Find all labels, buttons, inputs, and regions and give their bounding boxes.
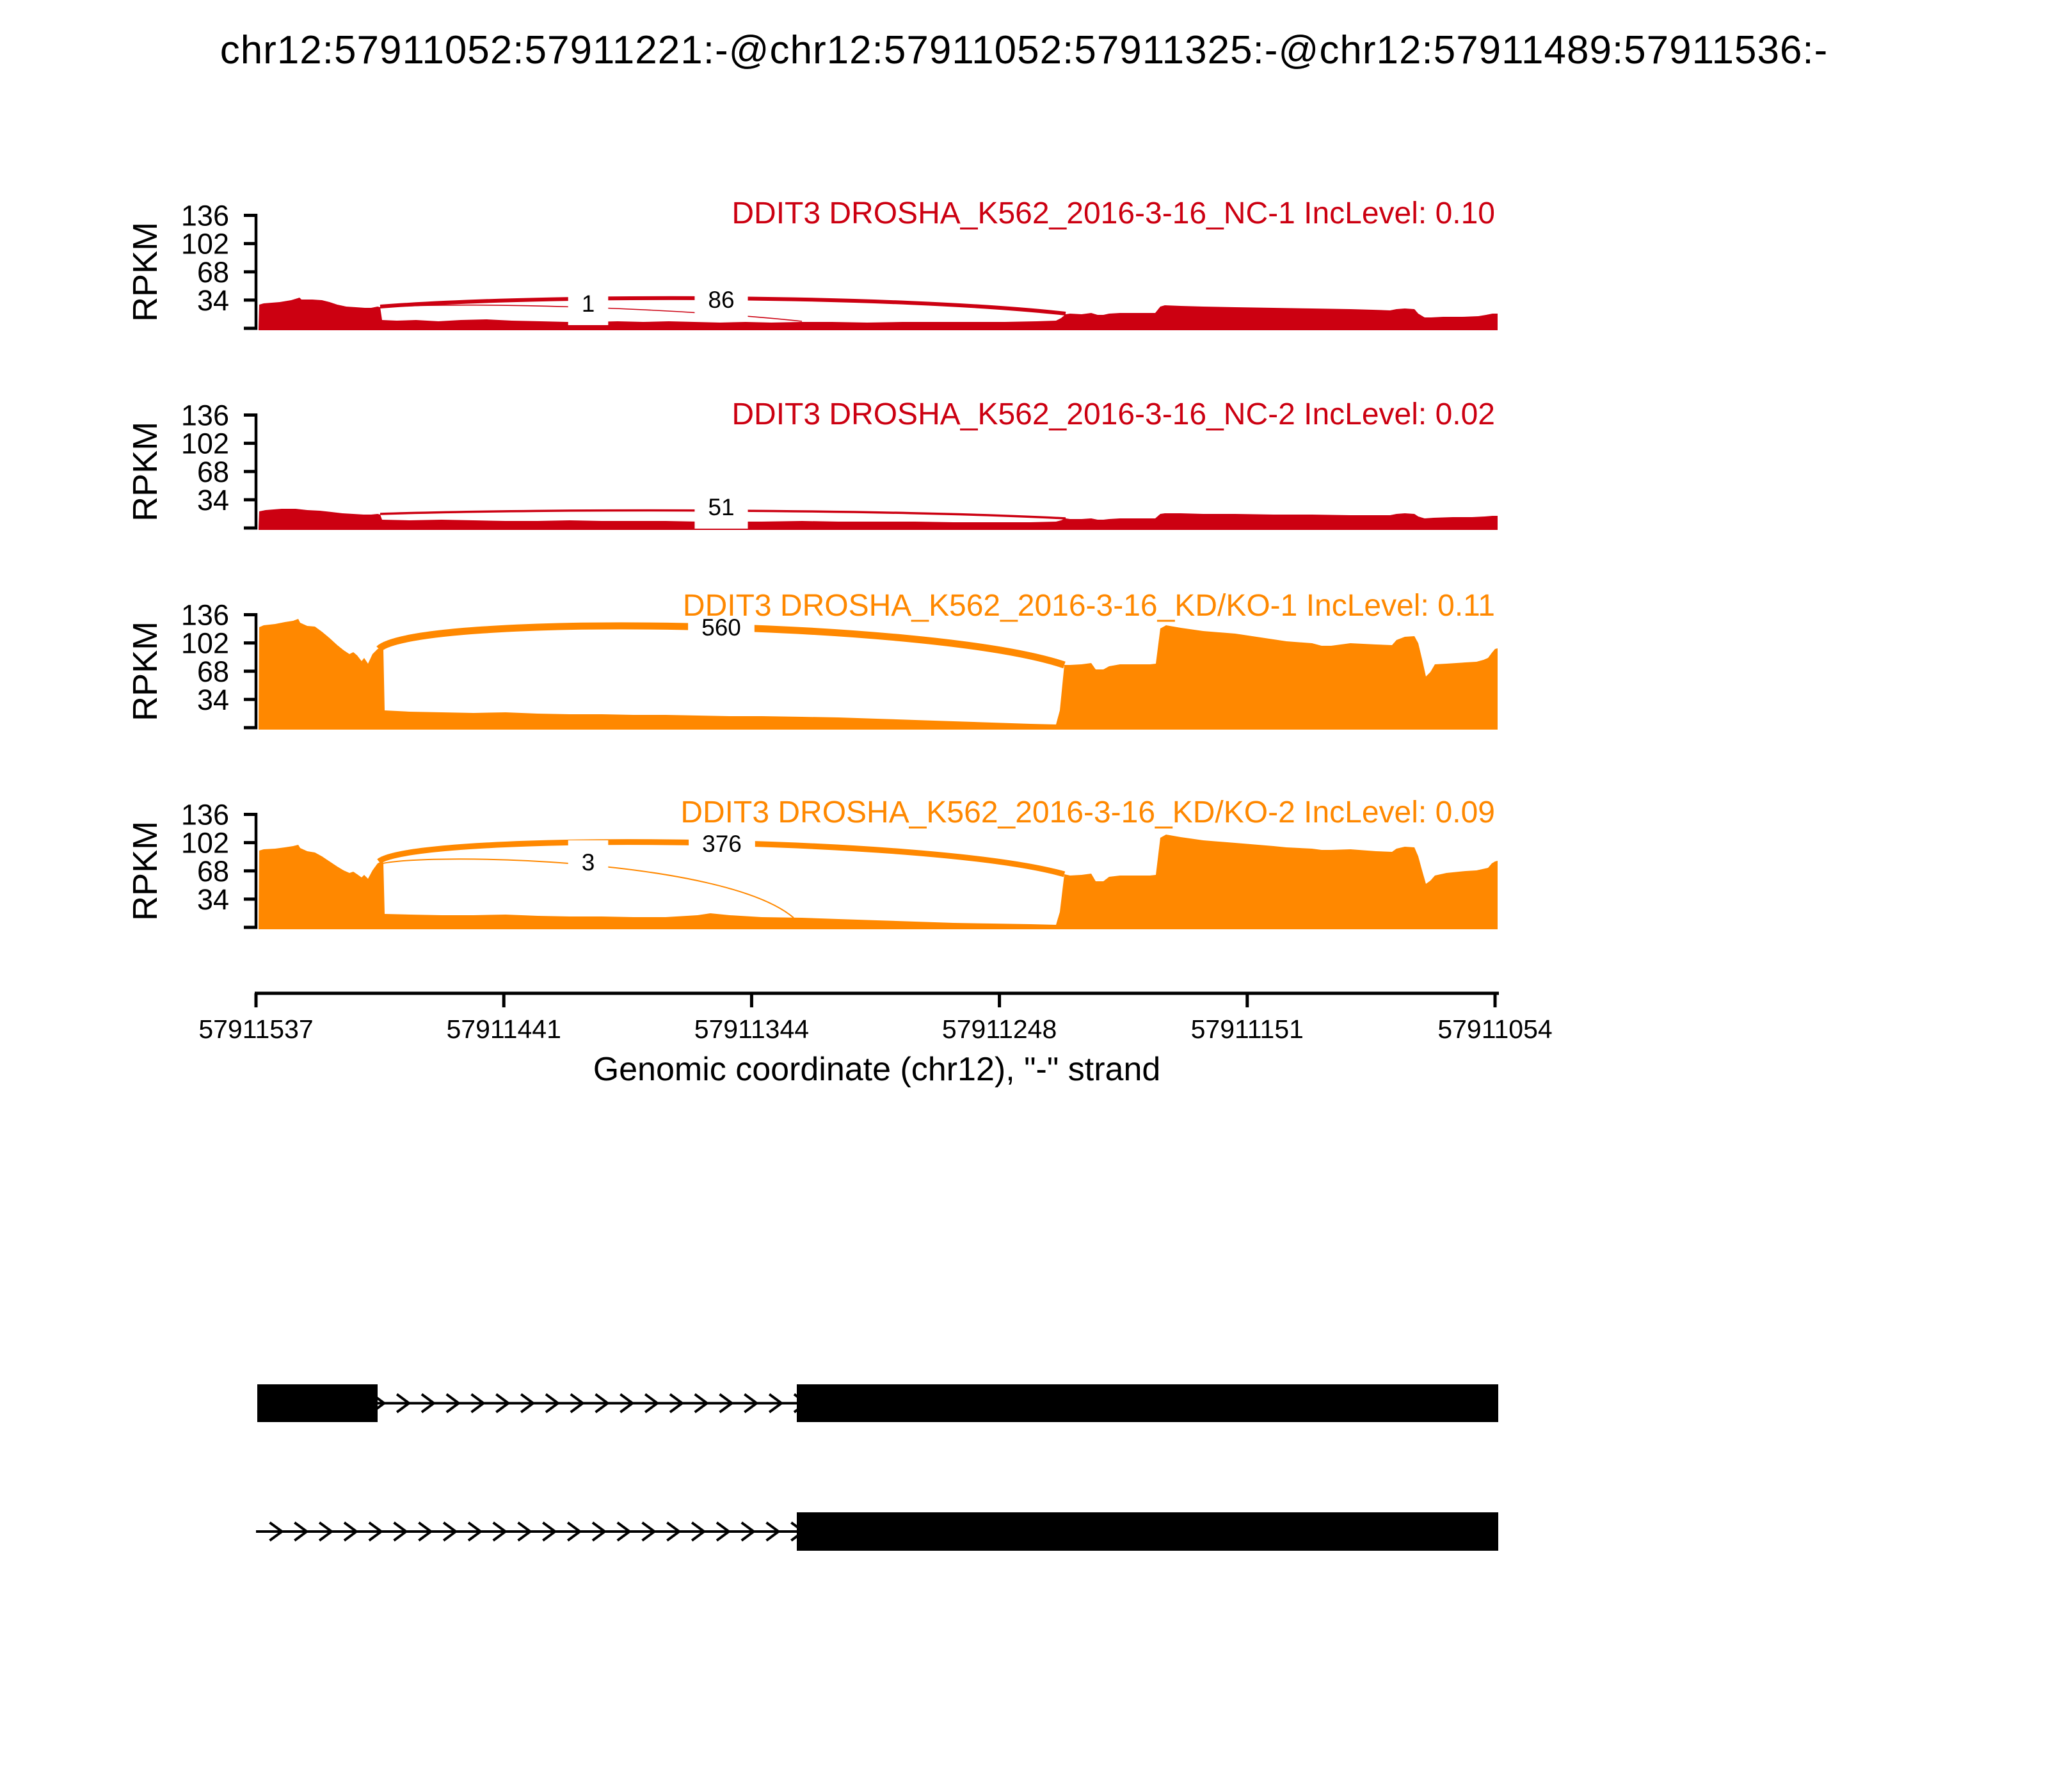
svg-text:RPKM: RPKM [126, 222, 164, 322]
svg-text:3: 3 [582, 849, 595, 876]
svg-text:86: 86 [708, 287, 734, 313]
svg-text:RPKM: RPKM [126, 821, 164, 921]
svg-text:136: 136 [181, 799, 229, 831]
svg-text:57911441: 57911441 [447, 1014, 561, 1044]
svg-text:102: 102 [181, 827, 229, 860]
svg-text:57911344: 57911344 [694, 1014, 809, 1044]
svg-text:68: 68 [197, 456, 229, 488]
svg-text:57911248: 57911248 [942, 1014, 1057, 1044]
svg-text:136: 136 [181, 200, 229, 232]
svg-text:51: 51 [708, 494, 734, 520]
svg-text:Genomic coordinate (chr12), "-: Genomic coordinate (chr12), "-" strand [593, 1051, 1161, 1088]
svg-text:376: 376 [702, 831, 742, 857]
svg-text:57911151: 57911151 [1191, 1014, 1304, 1044]
svg-text:34: 34 [197, 284, 229, 317]
svg-text:560: 560 [701, 614, 741, 641]
svg-text:57911537: 57911537 [198, 1014, 313, 1044]
svg-text:102: 102 [181, 627, 229, 660]
svg-text:68: 68 [197, 855, 229, 888]
svg-text:68: 68 [197, 655, 229, 688]
svg-text:1: 1 [582, 291, 595, 317]
svg-text:DDIT3 DROSHA_K562_2016-3-16_NC: DDIT3 DROSHA_K562_2016-3-16_NC-2 IncLeve… [732, 397, 1495, 431]
svg-text:34: 34 [197, 684, 229, 716]
svg-text:34: 34 [197, 484, 229, 516]
svg-text:102: 102 [181, 428, 229, 460]
svg-text:DDIT3 DROSHA_K562_2016-3-16_KD: DDIT3 DROSHA_K562_2016-3-16_KD/KO-2 IncL… [680, 796, 1495, 829]
svg-text:DDIT3 DROSHA_K562_2016-3-16_NC: DDIT3 DROSHA_K562_2016-3-16_NC-1 IncLeve… [732, 196, 1495, 230]
svg-text:DDIT3 DROSHA_K562_2016-3-16_KD: DDIT3 DROSHA_K562_2016-3-16_KD/KO-1 IncL… [683, 589, 1495, 623]
svg-text:RPKM: RPKM [126, 621, 164, 721]
svg-text:136: 136 [181, 599, 229, 632]
svg-text:68: 68 [197, 256, 229, 289]
svg-text:136: 136 [181, 399, 229, 432]
svg-text:RPKM: RPKM [126, 422, 164, 522]
svg-text:102: 102 [181, 228, 229, 260]
svg-text:57911054: 57911054 [1437, 1014, 1552, 1044]
svg-text:chr12:57911052:57911221:-@chr1: chr12:57911052:57911221:-@chr12:57911052… [220, 28, 1828, 72]
svg-text:34: 34 [197, 883, 229, 916]
